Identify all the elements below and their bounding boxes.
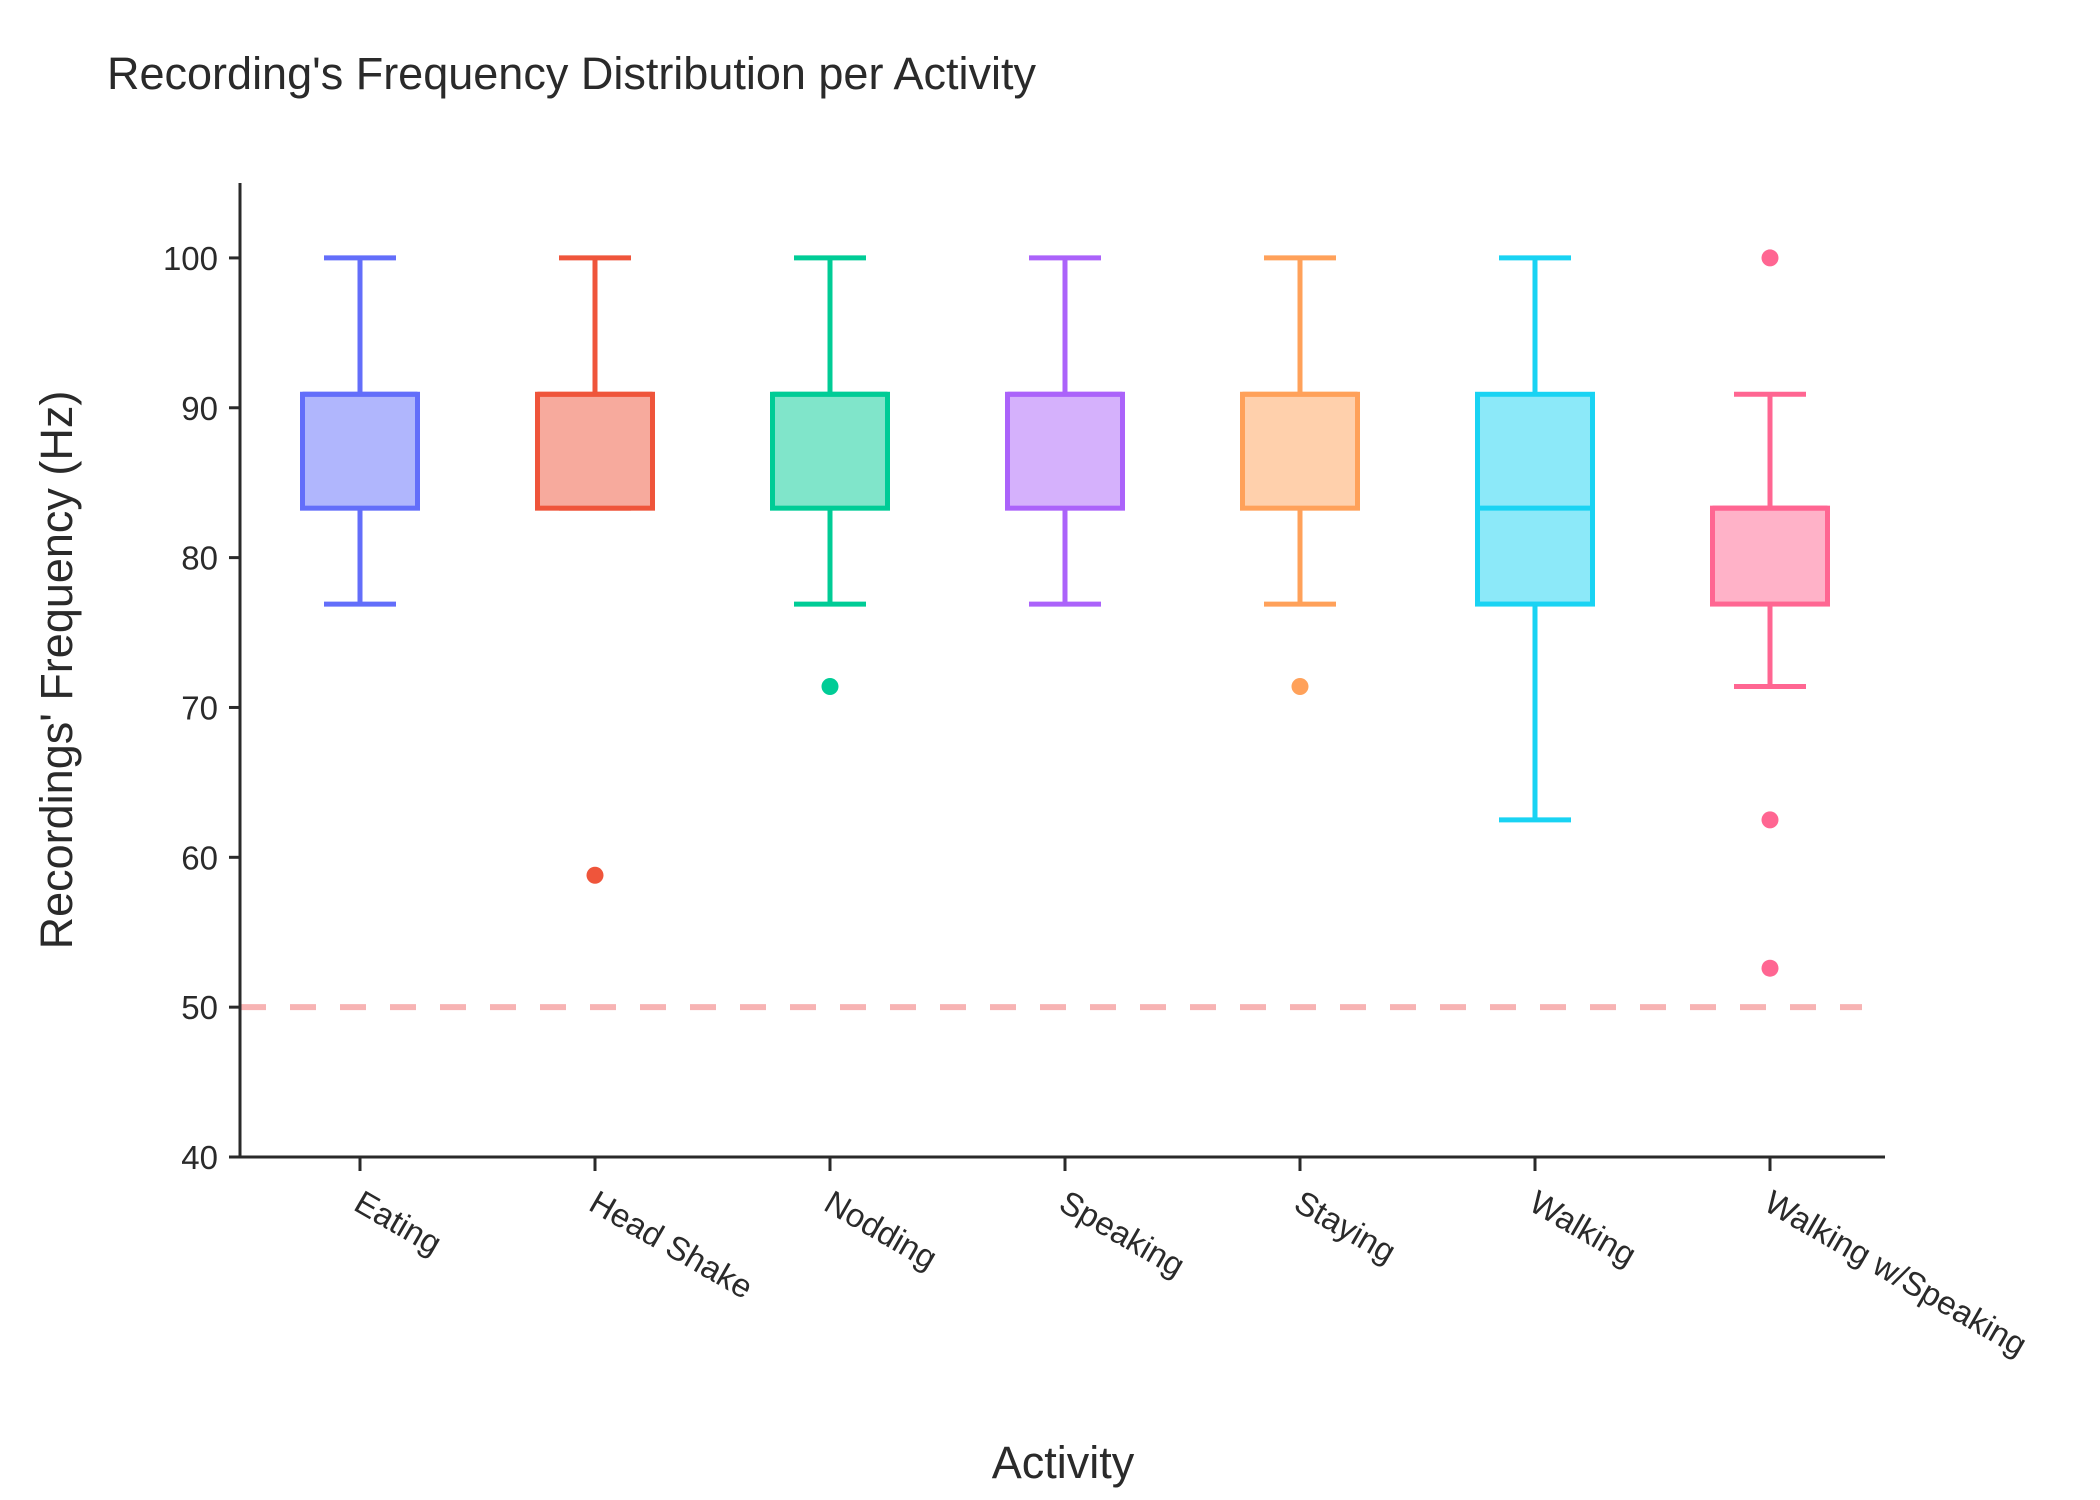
x-tick-label: Staying xyxy=(1289,1183,1403,1270)
box-eating xyxy=(300,255,420,607)
y-ticks: 40 50 60 70 80 90 100 xyxy=(163,240,240,1176)
y-tick-label: 90 xyxy=(181,390,218,427)
iqr-box xyxy=(770,391,890,511)
iqr-box xyxy=(535,391,655,511)
iqr-box xyxy=(1475,391,1595,607)
boxes-layer xyxy=(300,249,1830,977)
y-tick-label: 70 xyxy=(181,689,218,726)
outlier-point xyxy=(1761,811,1779,829)
x-axis-title: Activity xyxy=(992,1437,1135,1488)
x-tick-label: Speaking xyxy=(1054,1183,1192,1284)
box-speaking xyxy=(1005,255,1125,607)
iqr-box xyxy=(300,391,420,511)
y-tick-label: 80 xyxy=(181,540,218,577)
box-head-shake xyxy=(535,255,655,884)
x-tick-label: Head Shake xyxy=(584,1183,760,1306)
x-tick-label: Walking w/Speaking xyxy=(1759,1183,2034,1363)
outlier-point xyxy=(1291,677,1309,695)
box-nodding xyxy=(770,255,890,695)
iqr-box xyxy=(1240,391,1360,511)
x-tick-label: Nodding xyxy=(819,1183,944,1277)
y-tick-label: 50 xyxy=(181,989,218,1026)
box-staying xyxy=(1240,255,1360,695)
chart-title: Recording's Frequency Distribution per A… xyxy=(107,48,1036,99)
y-tick-label: 100 xyxy=(163,240,218,277)
y-tick-label: 60 xyxy=(181,839,218,876)
outlier-point xyxy=(821,677,839,695)
axes-layer xyxy=(238,183,1885,1159)
box-walking xyxy=(1475,255,1595,823)
y-tick-label: 40 xyxy=(181,1139,218,1176)
x-ticks: Eating Head Shake Nodding Speaking Staying Wa… xyxy=(349,1157,2034,1363)
outlier-point xyxy=(1761,959,1779,977)
y-axis-title: Recordings' Frequency (Hz) xyxy=(31,391,82,950)
box-walking-w-speaking xyxy=(1710,249,1830,977)
outlier-point xyxy=(1761,249,1779,267)
x-tick-label: Eating xyxy=(349,1183,449,1262)
iqr-box xyxy=(1710,505,1830,607)
iqr-box xyxy=(1005,391,1125,511)
x-tick-label: Walking xyxy=(1524,1183,1643,1273)
outlier-point xyxy=(586,866,604,884)
